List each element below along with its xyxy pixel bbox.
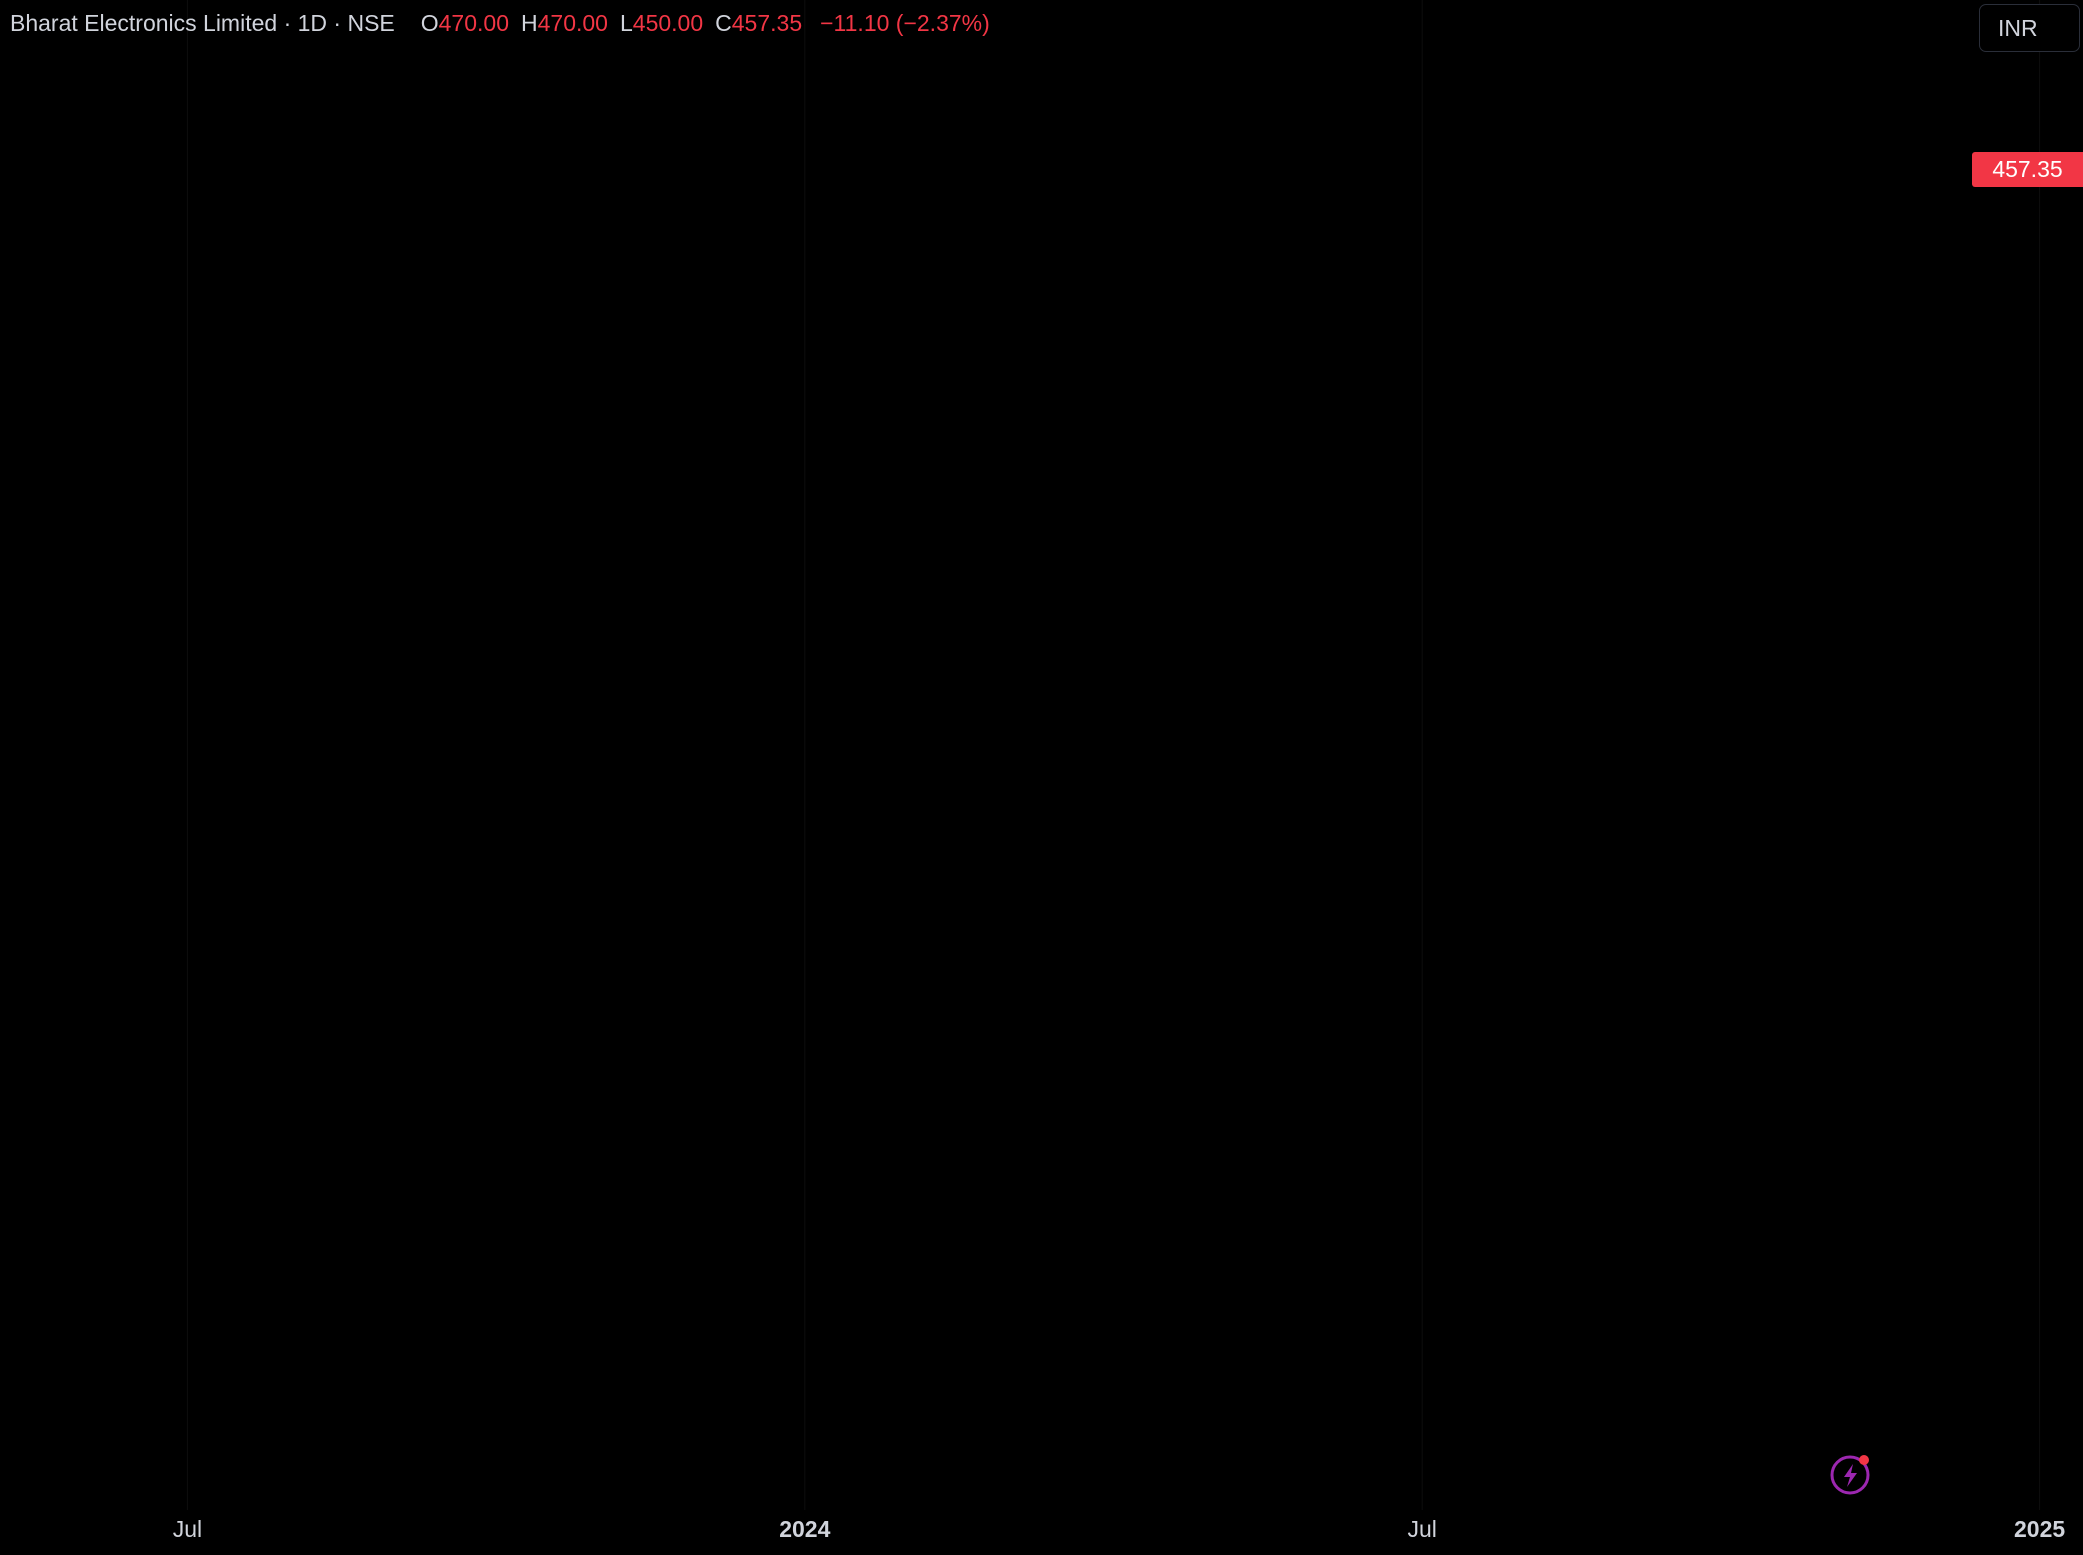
change-value: −11.10 (−2.37%): [820, 10, 990, 36]
time-axis[interactable]: Jul2024Jul2025Jul2026: [173, 1516, 2083, 1542]
time-axis-label: Jul: [1407, 1516, 1436, 1542]
low-label: L: [619, 10, 633, 36]
open-value: 470.00: [438, 10, 509, 36]
last-price-tag: 457.35: [1972, 152, 2083, 187]
time-axis-label: 2025: [2014, 1516, 2065, 1542]
close-value: 457.35: [731, 10, 803, 36]
high-value: 470.00: [537, 10, 608, 36]
close-label: C: [715, 10, 732, 36]
open-label: O: [420, 10, 439, 36]
low-value: 450.00: [632, 10, 704, 36]
high-label: H: [521, 10, 538, 36]
symbol-title[interactable]: Bharat Electronics Limited · 1D · NSE: [10, 10, 395, 36]
time-axis-label: 2024: [779, 1516, 830, 1542]
grid-layer: [186, 0, 2041, 1510]
time-axis-label: Jul: [173, 1516, 202, 1542]
currency-button[interactable]: INR: [1979, 4, 2080, 52]
lightning-icon[interactable]: [1829, 1452, 1873, 1496]
